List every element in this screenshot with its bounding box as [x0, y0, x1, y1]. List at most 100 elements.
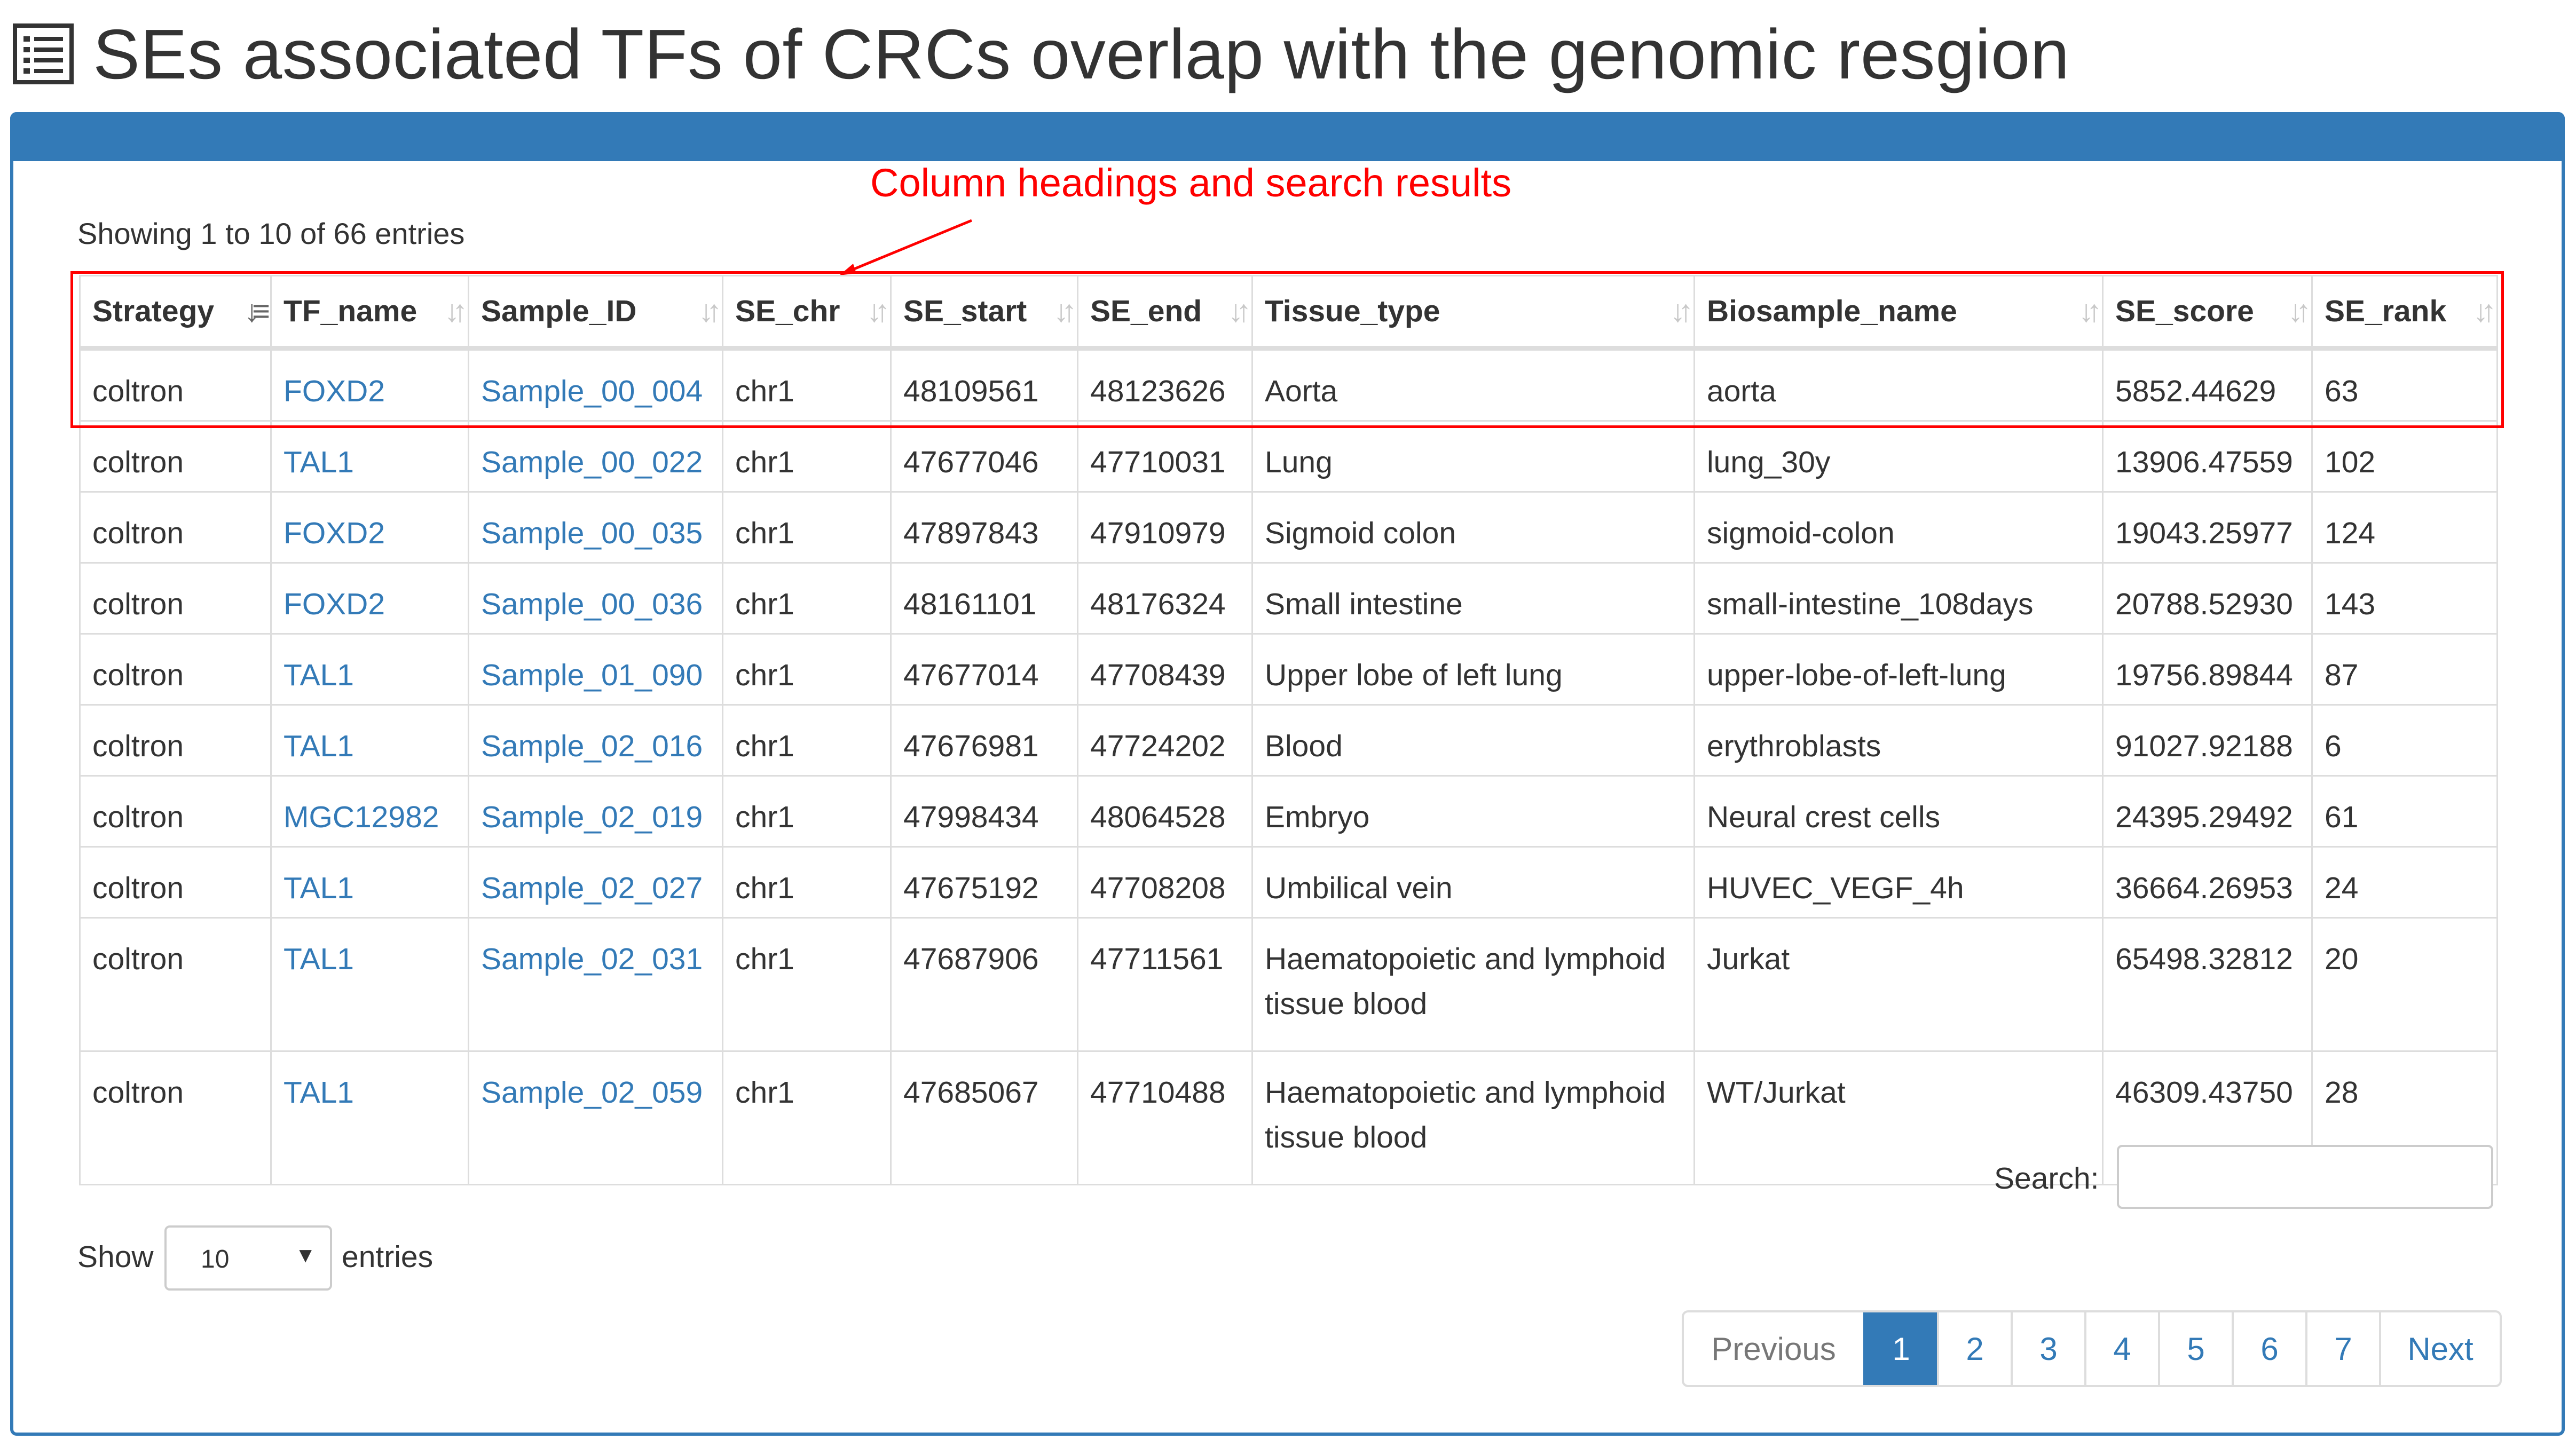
search-input[interactable]	[2117, 1145, 2493, 1209]
cell-sample-id: Sample_00_035	[468, 491, 723, 564]
tf-name-link[interactable]: TAL1	[283, 445, 355, 479]
cell-se-chr: chr1	[722, 1050, 892, 1185]
cell-se-score: 24395.29492	[2102, 775, 2313, 848]
sample-id-link[interactable]: Sample_01_090	[481, 658, 703, 692]
sample-id-link[interactable]: Sample_00_004	[481, 374, 703, 408]
page-button-7[interactable]: 7	[2305, 1312, 2379, 1385]
cell-se-rank: 6	[2311, 704, 2498, 777]
cell-se-chr: chr1	[722, 420, 892, 493]
cell-tf-name: MGC12982	[270, 775, 469, 848]
page-button-5[interactable]: 5	[2158, 1312, 2232, 1385]
cell-se-end: 48176324	[1077, 562, 1253, 635]
caret-down-icon: ▼	[295, 1244, 316, 1267]
tf-name-link[interactable]: FOXD2	[283, 587, 385, 621]
cell-biosample-name: sigmoid-colon	[1693, 491, 2104, 564]
cell-se-score: 36664.26953	[2102, 846, 2313, 919]
cell-tissue-type: Haematopoietic and lymphoid tissue blood	[1251, 1050, 1695, 1185]
entries-per-page-value: 10	[201, 1245, 230, 1273]
cell-se-end: 48064528	[1077, 775, 1253, 848]
sample-id-link[interactable]: Sample_00_035	[481, 516, 703, 550]
column-header-tf-name[interactable]: TF_name ↓↑	[270, 275, 469, 351]
cell-se-score: 19756.89844	[2102, 633, 2313, 706]
sample-id-link[interactable]: Sample_02_031	[481, 942, 703, 976]
tf-name-link[interactable]: TAL1	[283, 658, 355, 692]
cell-strategy: coltron	[79, 347, 272, 422]
cell-se-chr: chr1	[722, 347, 892, 422]
column-header-label: SE_end	[1090, 294, 1202, 328]
cell-biosample-name: WT/Jurkat	[1693, 1050, 2104, 1185]
column-header-tissue-type[interactable]: Tissue_type ↓↑	[1251, 275, 1695, 351]
tf-name-link[interactable]: TAL1	[283, 1075, 355, 1110]
cell-sample-id: Sample_02_016	[468, 704, 723, 777]
sample-id-link[interactable]: Sample_00_022	[481, 445, 703, 479]
page-button-2[interactable]: 2	[1937, 1312, 2011, 1385]
cell-se-start: 47897843	[890, 491, 1078, 564]
cell-tf-name: TAL1	[270, 846, 469, 919]
sample-id-link[interactable]: Sample_02_019	[481, 800, 703, 834]
column-header-label: Tissue_type	[1265, 294, 1440, 328]
cell-tf-name: TAL1	[270, 704, 469, 777]
page-title: SEs associated TFs of CRCs overlap with …	[93, 14, 2070, 93]
cell-tf-name: TAL1	[270, 1050, 469, 1185]
table-row: coltron TAL1 Sample_02_016 chr1 47676981…	[79, 704, 2498, 777]
results-table: Strategy ↓≡ TF_name ↓↑ Sample_ID ↓↑ SE_chr ↓…	[79, 275, 2498, 1185]
length-menu-suffix: entries	[342, 1240, 434, 1274]
cell-sample-id: Sample_01_090	[468, 633, 723, 706]
cell-se-score: 13906.47559	[2102, 420, 2313, 493]
cell-tf-name: TAL1	[270, 633, 469, 706]
list-icon	[12, 22, 75, 85]
cell-se-chr: chr1	[722, 775, 892, 848]
tf-name-link[interactable]: FOXD2	[283, 374, 385, 408]
annotation-label: Column headings and search results	[870, 161, 1512, 205]
column-header-strategy[interactable]: Strategy ↓≡	[79, 275, 272, 351]
tf-name-link[interactable]: MGC12982	[283, 800, 439, 834]
cell-se-chr: chr1	[722, 846, 892, 919]
tf-name-link[interactable]: TAL1	[283, 942, 355, 976]
column-header-se-start[interactable]: SE_start ↓↑	[890, 275, 1078, 351]
previous-page-button[interactable]: Previous	[1711, 1331, 1836, 1367]
cell-se-rank: 102	[2311, 420, 2498, 493]
column-header-se-score[interactable]: SE_score ↓↑	[2102, 275, 2313, 351]
cell-se-rank: 20	[2311, 917, 2498, 1052]
cell-biosample-name: aorta	[1693, 347, 2104, 422]
cell-biosample-name: HUVEC_VEGF_4h	[1693, 846, 2104, 919]
column-header-label: TF_name	[283, 294, 417, 328]
cell-sample-id: Sample_00_022	[468, 420, 723, 493]
table-row: coltron TAL1 Sample_00_022 chr1 47677046…	[79, 420, 2498, 493]
panel-heading	[10, 112, 2565, 161]
column-header-se-rank[interactable]: SE_rank ↓↑	[2311, 275, 2498, 351]
cell-sample-id: Sample_02_031	[468, 917, 723, 1052]
cell-strategy: coltron	[79, 633, 272, 706]
column-header-label: SE_rank	[2325, 294, 2447, 328]
page-button-3[interactable]: 3	[2011, 1312, 2084, 1385]
tf-name-link[interactable]: FOXD2	[283, 516, 385, 550]
tf-name-link[interactable]: TAL1	[283, 871, 355, 905]
column-header-sample-id[interactable]: Sample_ID ↓↑	[468, 275, 723, 351]
sample-id-link[interactable]: Sample_02_059	[481, 1075, 703, 1110]
page-button-4[interactable]: 4	[2084, 1312, 2158, 1385]
tf-name-link[interactable]: TAL1	[283, 729, 355, 763]
column-header-biosample-name[interactable]: Biosample_name ↓↑	[1693, 275, 2104, 351]
cell-strategy: coltron	[79, 846, 272, 919]
cell-sample-id: Sample_00_036	[468, 562, 723, 635]
column-header-label: Biosample_name	[1707, 294, 1957, 328]
cell-se-start: 48109561	[890, 347, 1078, 422]
cell-tissue-type: Lung	[1251, 420, 1695, 493]
cell-sample-id: Sample_02_059	[468, 1050, 723, 1185]
sample-id-link[interactable]: Sample_02_027	[481, 871, 703, 905]
column-header-se-chr[interactable]: SE_chr ↓↑	[722, 275, 892, 351]
column-header-se-end[interactable]: SE_end ↓↑	[1077, 275, 1253, 351]
sample-id-link[interactable]: Sample_00_036	[481, 587, 703, 621]
entries-per-page-select[interactable]: 10 ▼	[164, 1225, 332, 1291]
cell-tissue-type: Aorta	[1251, 347, 1695, 422]
page-button-1[interactable]: 1	[1863, 1312, 1937, 1385]
cell-tissue-type: Umbilical vein	[1251, 846, 1695, 919]
cell-sample-id: Sample_02_019	[468, 775, 723, 848]
cell-tissue-type: Sigmoid colon	[1251, 491, 1695, 564]
sample-id-link[interactable]: Sample_02_016	[481, 729, 703, 763]
next-page-button[interactable]: Next	[2379, 1312, 2500, 1385]
page-header: SEs associated TFs of CRCs overlap with …	[12, 9, 2070, 99]
page-button-6[interactable]: 6	[2232, 1312, 2305, 1385]
cell-strategy: coltron	[79, 775, 272, 848]
cell-se-end: 47711561	[1077, 917, 1253, 1052]
